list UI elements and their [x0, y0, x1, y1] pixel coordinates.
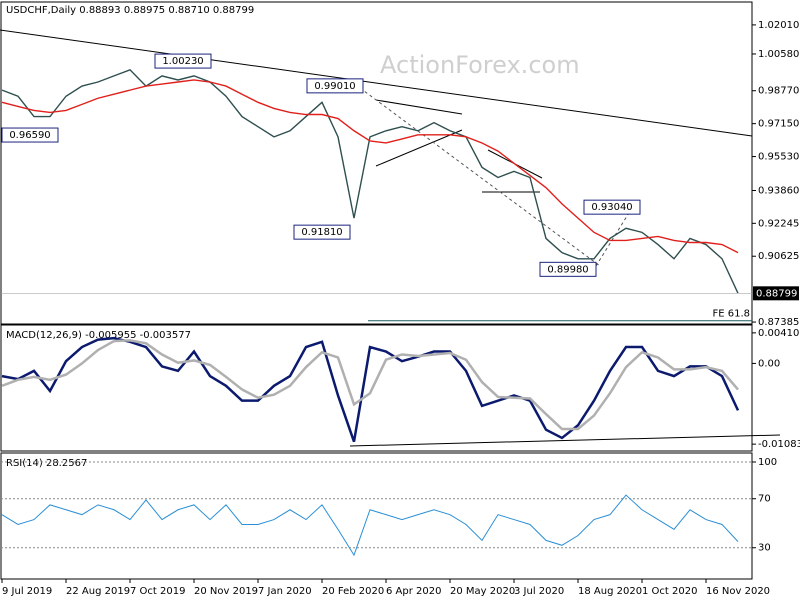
annotation-box [583, 199, 641, 215]
trendline [349, 434, 781, 447]
watermark: ActionForex.com [380, 51, 580, 79]
y-tick-label: 70 [758, 494, 771, 505]
x-tick-label: 22 Aug 2019 [66, 586, 130, 597]
annotation-label: 0.99010 [314, 81, 355, 92]
y-tick-label: 30 [758, 543, 771, 554]
y-tick-label: 0.87385 [758, 317, 799, 328]
price-panel [0, 1, 753, 325]
annotation-box [154, 53, 212, 69]
x-tick-label: 7 Oct 2019 [130, 586, 185, 597]
price-title: USDCHF,Daily 0.88893 0.88975 0.88710 0.8… [6, 5, 254, 16]
y-tick-label: 0.92245 [758, 218, 799, 229]
last-price-label: 0.88799 [756, 288, 797, 299]
trendline [375, 99, 463, 115]
trendline [359, 87, 601, 267]
series-line [1, 339, 739, 431]
rsi-title: RSI(14) 28.2567 [6, 458, 87, 469]
annotation-box [1, 127, 59, 143]
y-tick-label: 0.90625 [758, 251, 799, 262]
fe-label: FE 61.8 [712, 309, 750, 320]
x-tick-label: 16 Nov 2020 [706, 586, 770, 597]
series-line [1, 68, 739, 294]
annotation-label: 0.93040 [591, 202, 632, 213]
last-price-box [753, 286, 799, 301]
annotation-label: 1.00230 [162, 56, 203, 67]
annotation-label: 0.96590 [9, 130, 50, 141]
annotation-box [293, 224, 351, 240]
y-tick-label: 1.02010 [758, 20, 799, 31]
x-tick-label: 20 May 2020 [450, 586, 515, 597]
macd-panel [0, 324, 753, 452]
y-tick-label: -0.010833 [758, 439, 800, 450]
annotation-box [306, 78, 364, 94]
y-tick-label: 0.95530 [758, 152, 799, 163]
macd-title: MACD(12,26,9) -0.005955 -0.003577 [6, 330, 191, 341]
x-tick-label: 6 Apr 2020 [386, 586, 441, 597]
x-tick-label: 20 Feb 2020 [322, 586, 384, 597]
x-tick-label: 20 Nov 2019 [194, 586, 258, 597]
annotation-label: 0.91810 [301, 227, 342, 238]
annotation-label: 0.89980 [547, 264, 588, 275]
series-line [1, 494, 739, 557]
y-tick-label: 0.98770 [758, 86, 799, 97]
y-tick-label: 0.97150 [758, 119, 799, 130]
y-tick-label: 0.00 [758, 358, 780, 369]
annotation-box [539, 261, 597, 277]
y-tick-label: 0.004101 [758, 328, 800, 339]
y-tick-label: 0.93860 [758, 185, 799, 196]
y-tick-label: 100 [758, 457, 777, 468]
x-tick-label: 9 Jul 2019 [2, 586, 52, 597]
rsi-panel [0, 452, 753, 580]
y-tick-label: 1.00580 [758, 49, 799, 60]
x-tick-label: 7 Jan 2020 [258, 586, 312, 597]
trendline [0, 29, 753, 137]
x-tick-label: 18 Aug 2020 [578, 586, 642, 597]
x-tick-label: 1 Oct 2020 [642, 586, 697, 597]
trendline [595, 207, 633, 267]
series-line [1, 79, 739, 254]
x-tick-label: 3 Jul 2020 [514, 586, 564, 597]
trendline [375, 129, 463, 167]
